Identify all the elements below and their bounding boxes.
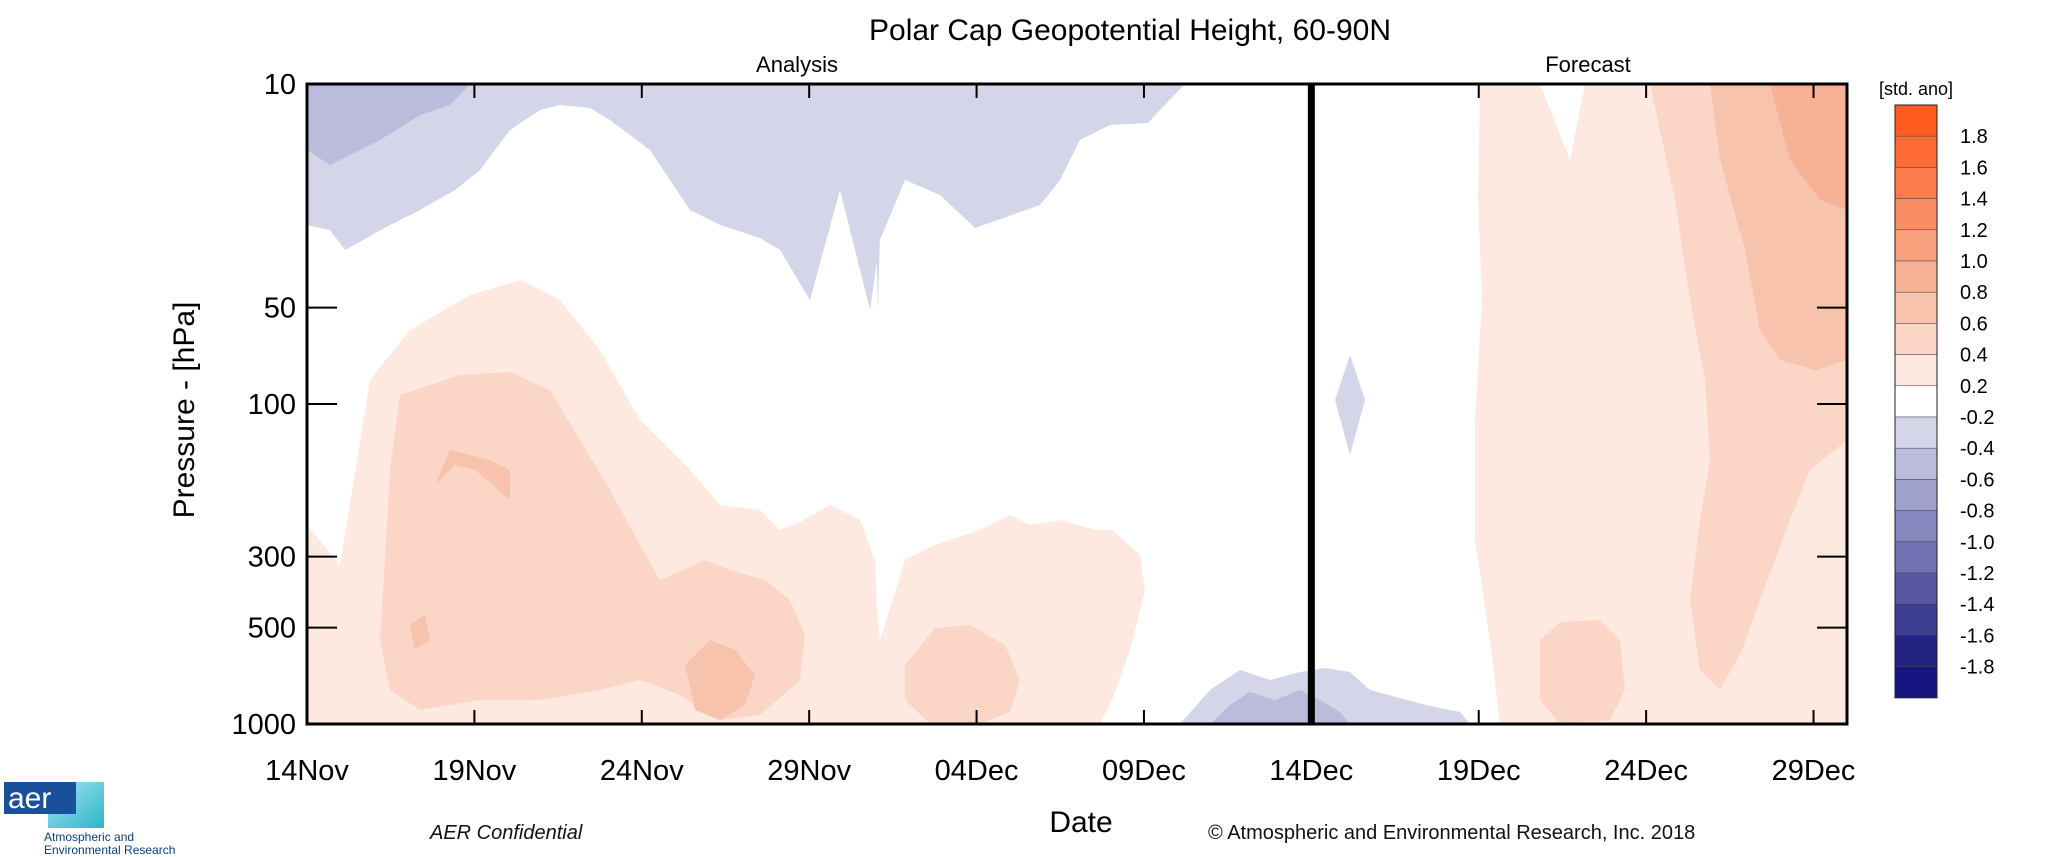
colorbar-swatch [1894,541,1938,574]
x-tick-label: 14Nov [265,755,349,787]
colorbar-tick-label: 0.6 [1960,313,1988,335]
colorbar-label: [std. ano] [1879,79,1953,99]
x-tick-label: 24Dec [1604,755,1688,787]
colorbar-swatch [1894,260,1938,293]
x-tick-label: 29Nov [767,755,851,787]
colorbar-swatch [1894,229,1938,262]
colorbar-swatch [1894,354,1938,387]
footer-confidential: AER Confidential [430,822,583,844]
fill-neg-spike [876,230,880,310]
colorbar-swatch [1894,167,1938,199]
fill-neg-0.4 [307,84,470,165]
colorbar-swatch [1894,323,1938,355]
colorbar-swatch [1894,385,1938,418]
contour-fills [307,84,1847,724]
x-tick-label: 19Dec [1437,755,1521,787]
x-axis-label: Date [1049,806,1112,839]
colorbar-tick-label: 1.4 [1960,189,1988,211]
colorbar-tick-label: -1.6 [1960,625,1994,647]
colorbar-swatch [1894,479,1938,511]
colorbar-tick-label: 1.8 [1960,126,1988,148]
logo-subtext-1: Atmospheric and [44,830,135,844]
colorbar-tick-label: -1.0 [1960,532,1994,554]
fill-pos-0.6 [435,450,510,500]
colorbar-swatch [1894,510,1938,543]
x-tick-label: 14Dec [1269,755,1353,787]
colorbar-tick-label: -0.2 [1960,407,1994,429]
colorbar-tick-label: 1.0 [1960,251,1988,273]
chart-title: Polar Cap Geopotential Height, 60-90N [869,14,1391,47]
colorbar-swatch [1894,447,1938,480]
panel-label-forecast: Forecast [1545,52,1631,77]
y-tick-label: 500 [248,613,296,645]
colorbar-tick-label: -0.6 [1960,469,1994,491]
colorbar-swatch [1894,635,1938,667]
colorbar-tick-label: 0.2 [1960,376,1988,398]
fill-pos-0.4-dec [905,625,1020,724]
colorbar-swatch [1894,104,1938,137]
colorbar-tick-label: 1.6 [1960,157,1988,179]
colorbar-swatch [1894,198,1938,231]
fill-fc-0.4-lower [1540,620,1625,724]
x-tick-label: 24Nov [600,755,684,787]
colorbar-tick-label: -1.8 [1960,657,1994,679]
colorbar-swatch [1894,416,1938,449]
panel-label-analysis: Analysis [756,52,838,77]
x-tick-label: 04Dec [935,755,1019,787]
colorbar-tick-label: -0.4 [1960,438,1994,460]
x-tick-label: 29Dec [1772,755,1856,787]
colorbar-swatch [1894,572,1938,605]
x-tick-label: 09Dec [1102,755,1186,787]
y-tick-label: 50 [264,293,296,325]
colorbar-frame [1894,104,1938,699]
logo-text: aer [8,782,51,815]
fill-pos-0.6-c [410,615,430,650]
colorbar-swatch [1894,135,1938,168]
colorbar-swatch [1894,666,1938,699]
y-tick-label: 1000 [231,709,296,741]
colorbar-tick-label: -1.4 [1960,594,1994,616]
colorbar-tick-label: -0.8 [1960,501,1994,523]
aer-logo-graphic: aer [4,782,104,828]
fill-neg-blob [1335,355,1365,455]
colorbar-tick-label: 1.2 [1960,220,1988,242]
fill-pos-0.6-b [685,640,755,720]
colorbar-swatch [1894,603,1938,636]
fill-neg-0.2 [307,84,1185,310]
fill-neg-bottom-2 [1210,690,1350,724]
colorbar-tick-label: 0.4 [1960,345,1988,367]
x-tick-label: 19Nov [432,755,516,787]
colorbar-tick-label: -1.2 [1960,563,1994,585]
aer-logo: aer [4,782,104,830]
y-tick-label: 10 [264,69,296,101]
footer-copyright: © Atmospheric and Environmental Research… [1208,822,1696,844]
fill-pos-0.4 [380,372,805,720]
colorbar-tick-label: 0.8 [1960,282,1988,304]
y-tick-label: 300 [248,542,296,574]
fill-fc-0.8b [1805,84,1847,120]
colorbar-swatch [1894,291,1938,324]
fill-fc-0.8 [1770,84,1847,210]
y-axis-label: Pressure - [hPa] [168,302,201,519]
logo-subtext-2: Environmental Research [44,843,176,857]
marks-layer: Polar Cap Geopotential Height, 60-90N Ana… [168,14,1994,839]
y-tick-label: 100 [248,389,296,421]
